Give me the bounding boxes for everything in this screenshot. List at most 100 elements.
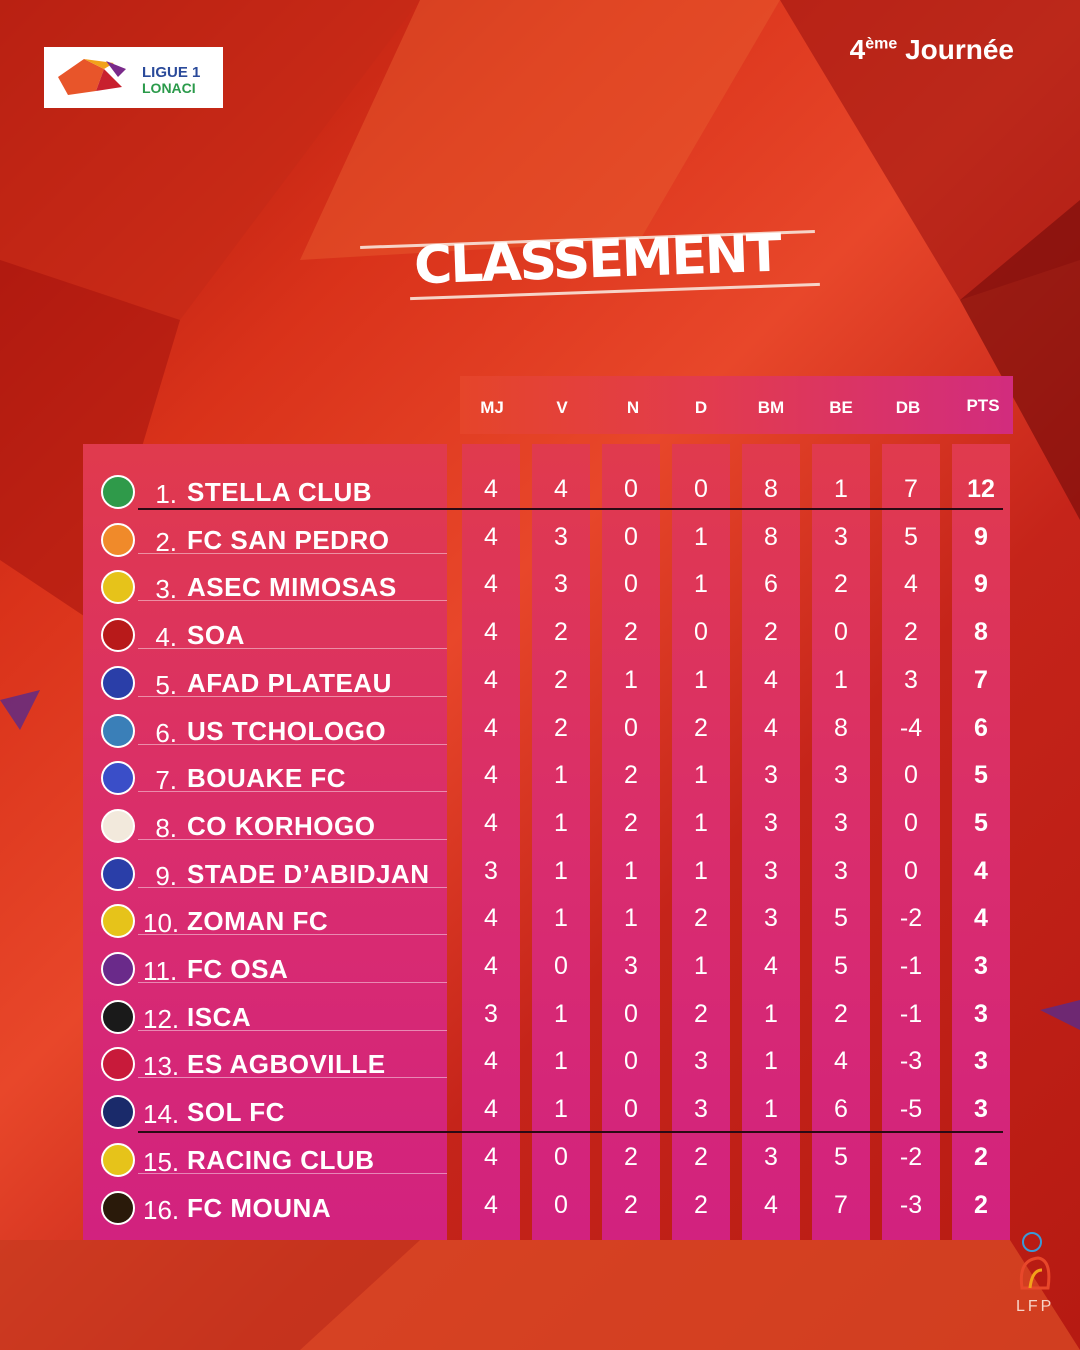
- team-name: ASEC MIMOSAS: [187, 572, 397, 602]
- stat-n: 1: [624, 904, 638, 932]
- row-divider: [138, 1077, 447, 1078]
- row-divider: [138, 1030, 447, 1031]
- stat-v: 1: [554, 761, 568, 789]
- stat-d: 3: [694, 1047, 708, 1075]
- team-rank: 4.: [155, 622, 177, 652]
- stat-db: -4: [899, 714, 923, 742]
- stat-db: 0: [904, 857, 918, 885]
- team-rank: 14.: [143, 1099, 180, 1129]
- team-badge-icon: [101, 761, 135, 795]
- stat-mj: 4: [484, 523, 498, 551]
- team-rank: 3.: [155, 574, 177, 604]
- stat-mj: 4: [484, 666, 498, 694]
- stat-n: 0: [624, 1047, 638, 1075]
- team-rank: 16.: [143, 1195, 180, 1225]
- stat-n: 0: [624, 475, 638, 503]
- stat-be: 4: [834, 1047, 848, 1075]
- title-block: CLASSEMENT: [360, 212, 820, 302]
- team-panel: [83, 444, 447, 1240]
- team-badge-icon: [101, 666, 135, 700]
- team-name: STADE D’ABIDJAN: [187, 859, 430, 889]
- stat-mj: 4: [484, 761, 498, 789]
- table-row: 6. US TCHOLOGO: [83, 704, 447, 752]
- row-divider: [138, 553, 447, 554]
- stat-mj: 4: [484, 714, 498, 742]
- col-header-be: BE: [829, 398, 853, 417]
- table-row: 1. STELLA CLUB: [83, 465, 447, 513]
- team-name: CO KORHOGO: [187, 811, 376, 841]
- col-header-pts: PTS: [966, 396, 1000, 415]
- stat-be: 5: [834, 904, 848, 932]
- stat-n: 3: [624, 952, 638, 980]
- team-name: US TCHOLOGO: [187, 716, 387, 746]
- stat-pts: 2: [974, 1191, 988, 1219]
- row-divider: [138, 839, 447, 840]
- team-name: STELLA CLUB: [187, 477, 373, 507]
- stat-d: 0: [694, 475, 708, 503]
- stat-bm: 3: [764, 904, 778, 932]
- stat-d: 2: [694, 1191, 708, 1219]
- col-panel-mj: [462, 444, 520, 1240]
- stat-mj: 4: [484, 570, 498, 598]
- stat-bm: 1: [764, 1000, 778, 1028]
- stat-be: 3: [834, 761, 848, 789]
- row-divider: [138, 791, 447, 792]
- stat-be: 1: [834, 475, 848, 503]
- stat-bm: 3: [764, 1143, 778, 1171]
- team-badge-icon: [101, 1095, 135, 1129]
- stat-v: 0: [554, 952, 568, 980]
- stat-n: 0: [624, 1095, 638, 1123]
- stat-be: 3: [834, 523, 848, 551]
- stat-pts: 3: [974, 1000, 988, 1028]
- col-panel-n: [602, 444, 660, 1240]
- stat-bm: 2: [764, 618, 778, 646]
- round-label: 4ème Journée: [850, 34, 1014, 66]
- stat-v: 0: [554, 1143, 568, 1171]
- stat-v: 1: [554, 809, 568, 837]
- stat-db: 3: [904, 666, 918, 694]
- stat-db: 5: [904, 523, 918, 551]
- row-divider: [138, 982, 447, 983]
- team-badge-icon: [101, 523, 135, 557]
- stat-be: 8: [834, 714, 848, 742]
- stat-pts: 8: [974, 618, 988, 646]
- stat-pts: 5: [974, 761, 988, 789]
- table-row: 8. CO KORHOGO: [83, 799, 447, 847]
- stat-be: 5: [834, 952, 848, 980]
- col-panel-v: [532, 444, 590, 1240]
- stat-v: 3: [554, 570, 568, 598]
- team-name: FC SAN PEDRO: [187, 525, 390, 555]
- team-badge-icon: [101, 1000, 135, 1034]
- table-row: 3. ASEC MIMOSAS: [83, 560, 447, 608]
- team-badge-icon: [101, 857, 135, 891]
- stat-d: 1: [694, 570, 708, 598]
- stat-d: 1: [694, 761, 708, 789]
- row-divider: [138, 600, 447, 601]
- team-badge-icon: [101, 1143, 135, 1177]
- stat-pts: 3: [974, 952, 988, 980]
- stat-n: 2: [624, 761, 638, 789]
- table-row: 5. AFAD PLATEAU: [83, 656, 447, 704]
- stat-db: 0: [904, 809, 918, 837]
- table-row: 13. ES AGBOVILLE: [83, 1037, 447, 1085]
- row-divider: [138, 696, 447, 697]
- stat-be: 3: [834, 809, 848, 837]
- row-divider: [138, 1173, 447, 1174]
- stat-n: 1: [624, 666, 638, 694]
- team-rank: 5.: [155, 670, 177, 700]
- col-panel-be: [812, 444, 870, 1240]
- stat-pts: 4: [974, 857, 988, 885]
- qualification-separator: [138, 508, 1003, 510]
- stat-db: -2: [899, 904, 923, 932]
- team-name: AFAD PLATEAU: [187, 668, 392, 698]
- stat-n: 2: [624, 809, 638, 837]
- team-name: FC OSA: [187, 954, 289, 984]
- team-badge-icon: [101, 904, 135, 938]
- stat-pts: 9: [974, 570, 988, 598]
- stat-db: -5: [899, 1095, 923, 1123]
- stat-bm: 1: [764, 1095, 778, 1123]
- stat-d: 1: [694, 857, 708, 885]
- stat-d: 2: [694, 1000, 708, 1028]
- stat-bm: 4: [764, 714, 778, 742]
- stat-mj: 4: [484, 1095, 498, 1123]
